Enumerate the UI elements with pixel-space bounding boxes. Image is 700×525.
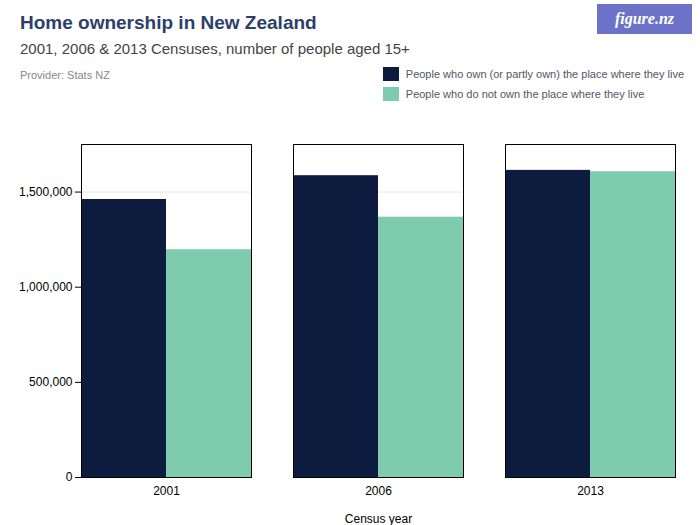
svg-text:1,000,000: 1,000,000 [19, 280, 73, 294]
html-text:People who own (or partly own): People who own (or partly own) the place… [405, 68, 684, 80]
svg-text:1,500,000: 1,500,000 [19, 185, 73, 199]
svg-text:2006: 2006 [365, 484, 392, 498]
html-text:Home ownership in New Zealand: Home ownership in New Zealand [20, 12, 317, 33]
svg-text:0: 0 [66, 470, 73, 484]
svg-text:2001: 2001 [153, 484, 180, 498]
svg-text:2013: 2013 [577, 484, 604, 498]
html-text:2001, 2006 & 2013 Censuses, nu: 2001, 2006 & 2013 Censuses, number of pe… [20, 40, 410, 57]
html-text:Provider: Stats NZ: Provider: Stats NZ [20, 69, 110, 81]
svg-text:500,000: 500,000 [29, 375, 73, 389]
html-text:figure.nz: figure.nz [614, 10, 674, 27]
html-text:People who do not own the plac: People who do not own the place where th… [405, 88, 645, 100]
svg-text:Census year: Census year [345, 512, 412, 525]
